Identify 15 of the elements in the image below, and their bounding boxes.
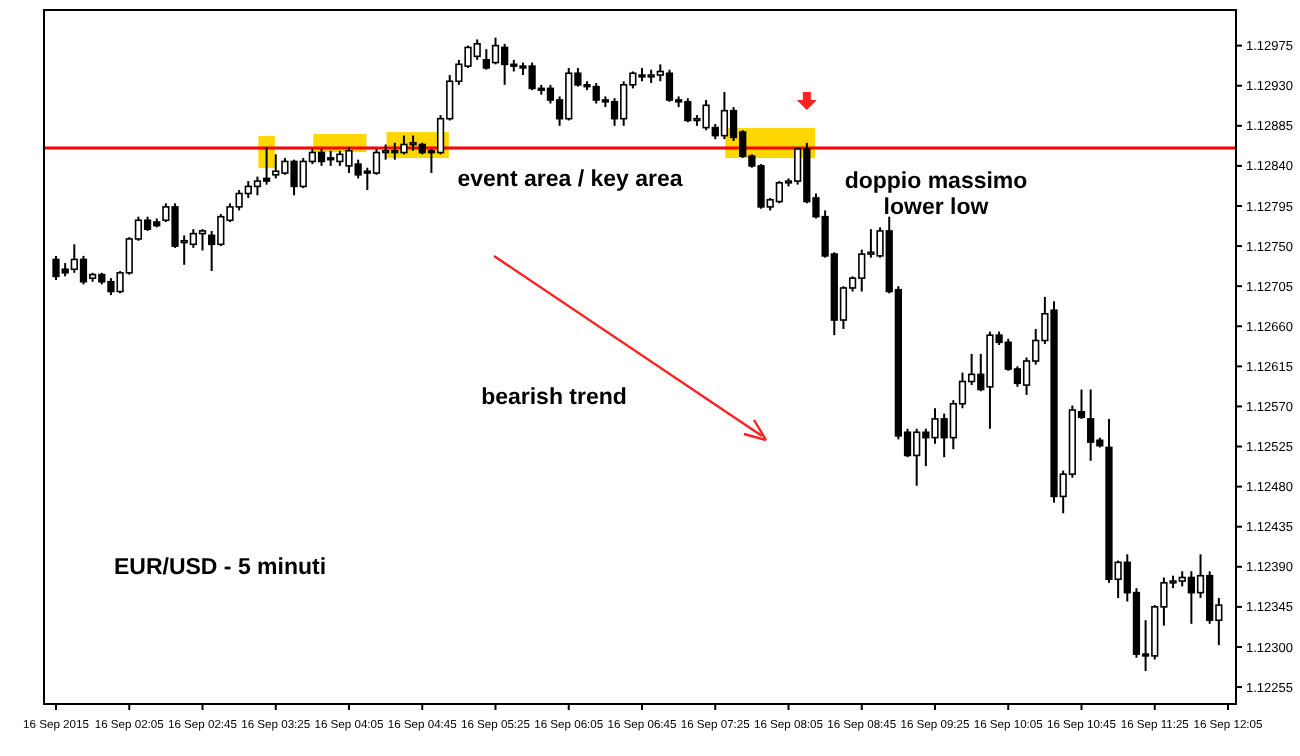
- annotation: doppio massimo: [844, 170, 1028, 194]
- candlestick: [665, 68, 674, 103]
- candlestick: [1187, 570, 1196, 625]
- annotation: event area / key area: [457, 168, 684, 192]
- candlestick: [253, 175, 262, 197]
- candlestick: [79, 254, 88, 286]
- annotation: EUR/USD - 5 minuti: [113, 556, 327, 580]
- annotation: bearish trend: [481, 386, 627, 410]
- annotation: lower low: [883, 196, 989, 220]
- candlestick: [491, 36, 500, 66]
- candlestick: [262, 146, 271, 186]
- candlestick: [198, 228, 207, 252]
- candlestick: [1087, 388, 1095, 462]
- candlestick: [720, 90, 729, 141]
- candlestick: [372, 147, 381, 176]
